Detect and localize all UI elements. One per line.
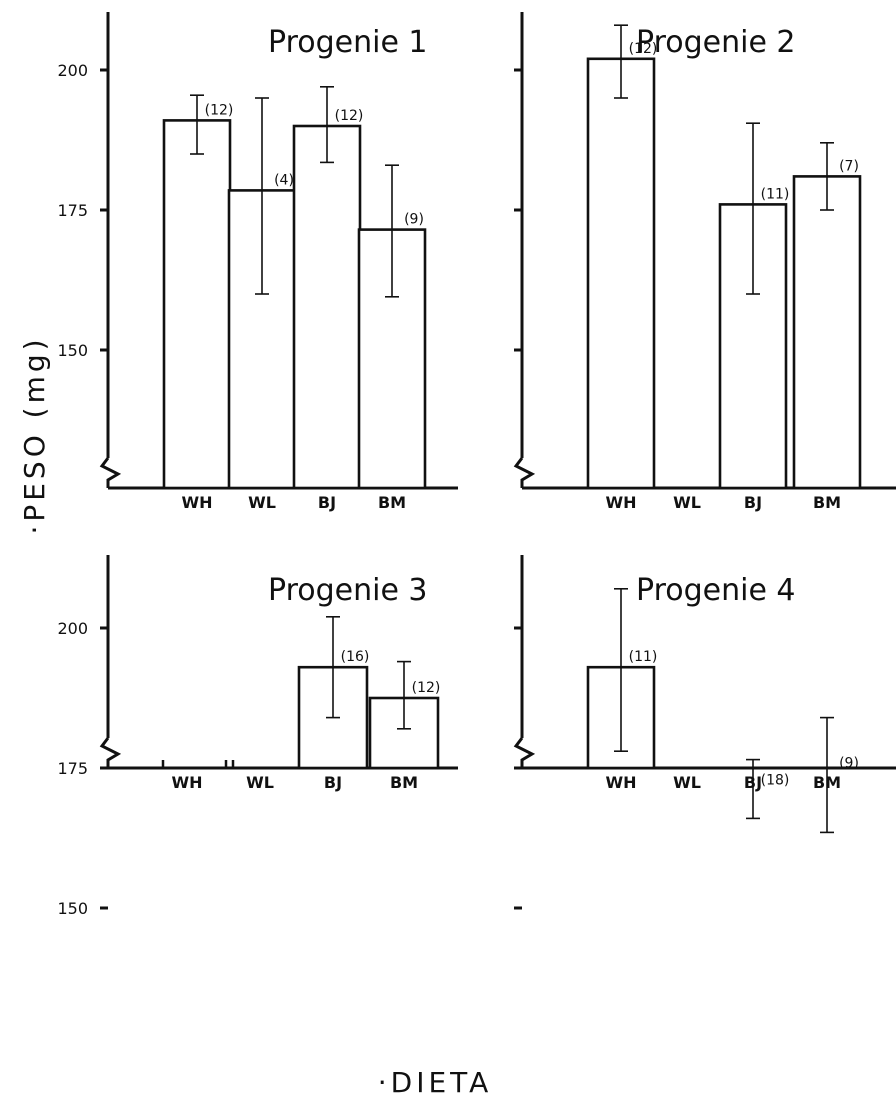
- y-tick-label-3-150: 150: [57, 899, 88, 918]
- x-axis-label: ·DIETA: [378, 1066, 493, 1099]
- axis-break-1: [99, 457, 122, 488]
- x-tick-label-1-bm: BM: [378, 493, 406, 512]
- bar-2-bm: [792, 175, 862, 490]
- panel-title-2: Progenie 2: [636, 25, 796, 60]
- panel-title-1: Progenie 1: [268, 25, 428, 60]
- panel-title-4: Progenie 4: [636, 573, 796, 608]
- x-tick-label-3-bj: BJ: [324, 773, 342, 792]
- x-tick-label-1-wl: WL: [248, 493, 276, 512]
- n-label-1-bm: (9): [404, 212, 424, 228]
- axis-break-3: [99, 737, 122, 768]
- bar-1-bj: [292, 124, 362, 490]
- x-tick-label-2-bj: BJ: [744, 493, 762, 512]
- n-label-1-bj: (12): [335, 108, 364, 124]
- x-tick-label-3-wh: WH: [171, 773, 202, 792]
- n-label-4-wh: (11): [629, 649, 658, 665]
- y-tick-label-1-150: 150: [57, 341, 88, 360]
- n-label-4-bm: (9): [839, 756, 859, 772]
- n-label-1-wh: (12): [205, 102, 234, 118]
- x-tick-label-3-wl: WL: [246, 773, 274, 792]
- bar-2-wh: [586, 57, 656, 490]
- bar-1-wh: [162, 119, 232, 490]
- axis-break-2: [513, 457, 536, 488]
- y-axis-label: ·PESO (mg): [18, 335, 51, 534]
- n-label-3-bj: (16): [341, 649, 370, 665]
- axis-break-4: [513, 737, 536, 768]
- n-label-2-bm: (7): [839, 158, 859, 174]
- y-tick-label-3-200: 200: [57, 619, 88, 638]
- n-label-2-bj: (11): [761, 186, 790, 202]
- x-tick-label-1-wh: WH: [181, 493, 212, 512]
- x-tick-label-4-wl: WL: [673, 773, 701, 792]
- x-tick-label-2-wl: WL: [673, 493, 701, 512]
- x-tick-label-2-bm: BM: [813, 493, 841, 512]
- x-tick-label-1-bj: BJ: [318, 493, 336, 512]
- n-label-1-wl: (4): [274, 172, 294, 188]
- n-label-2-wh: (12): [629, 41, 658, 57]
- n-label-4-bj: (18): [761, 772, 790, 788]
- y-tick-label-1-200: 200: [57, 61, 88, 80]
- panel-title-3: Progenie 3: [268, 573, 428, 608]
- x-tick-label-3-bm: BM: [390, 773, 418, 792]
- x-tick-label-4-wh: WH: [605, 773, 636, 792]
- y-tick-label-1-175: 175: [57, 201, 88, 220]
- x-tick-label-2-wh: WH: [605, 493, 636, 512]
- y-tick-label-3-175: 175: [57, 759, 88, 778]
- n-label-3-bm: (12): [412, 680, 441, 696]
